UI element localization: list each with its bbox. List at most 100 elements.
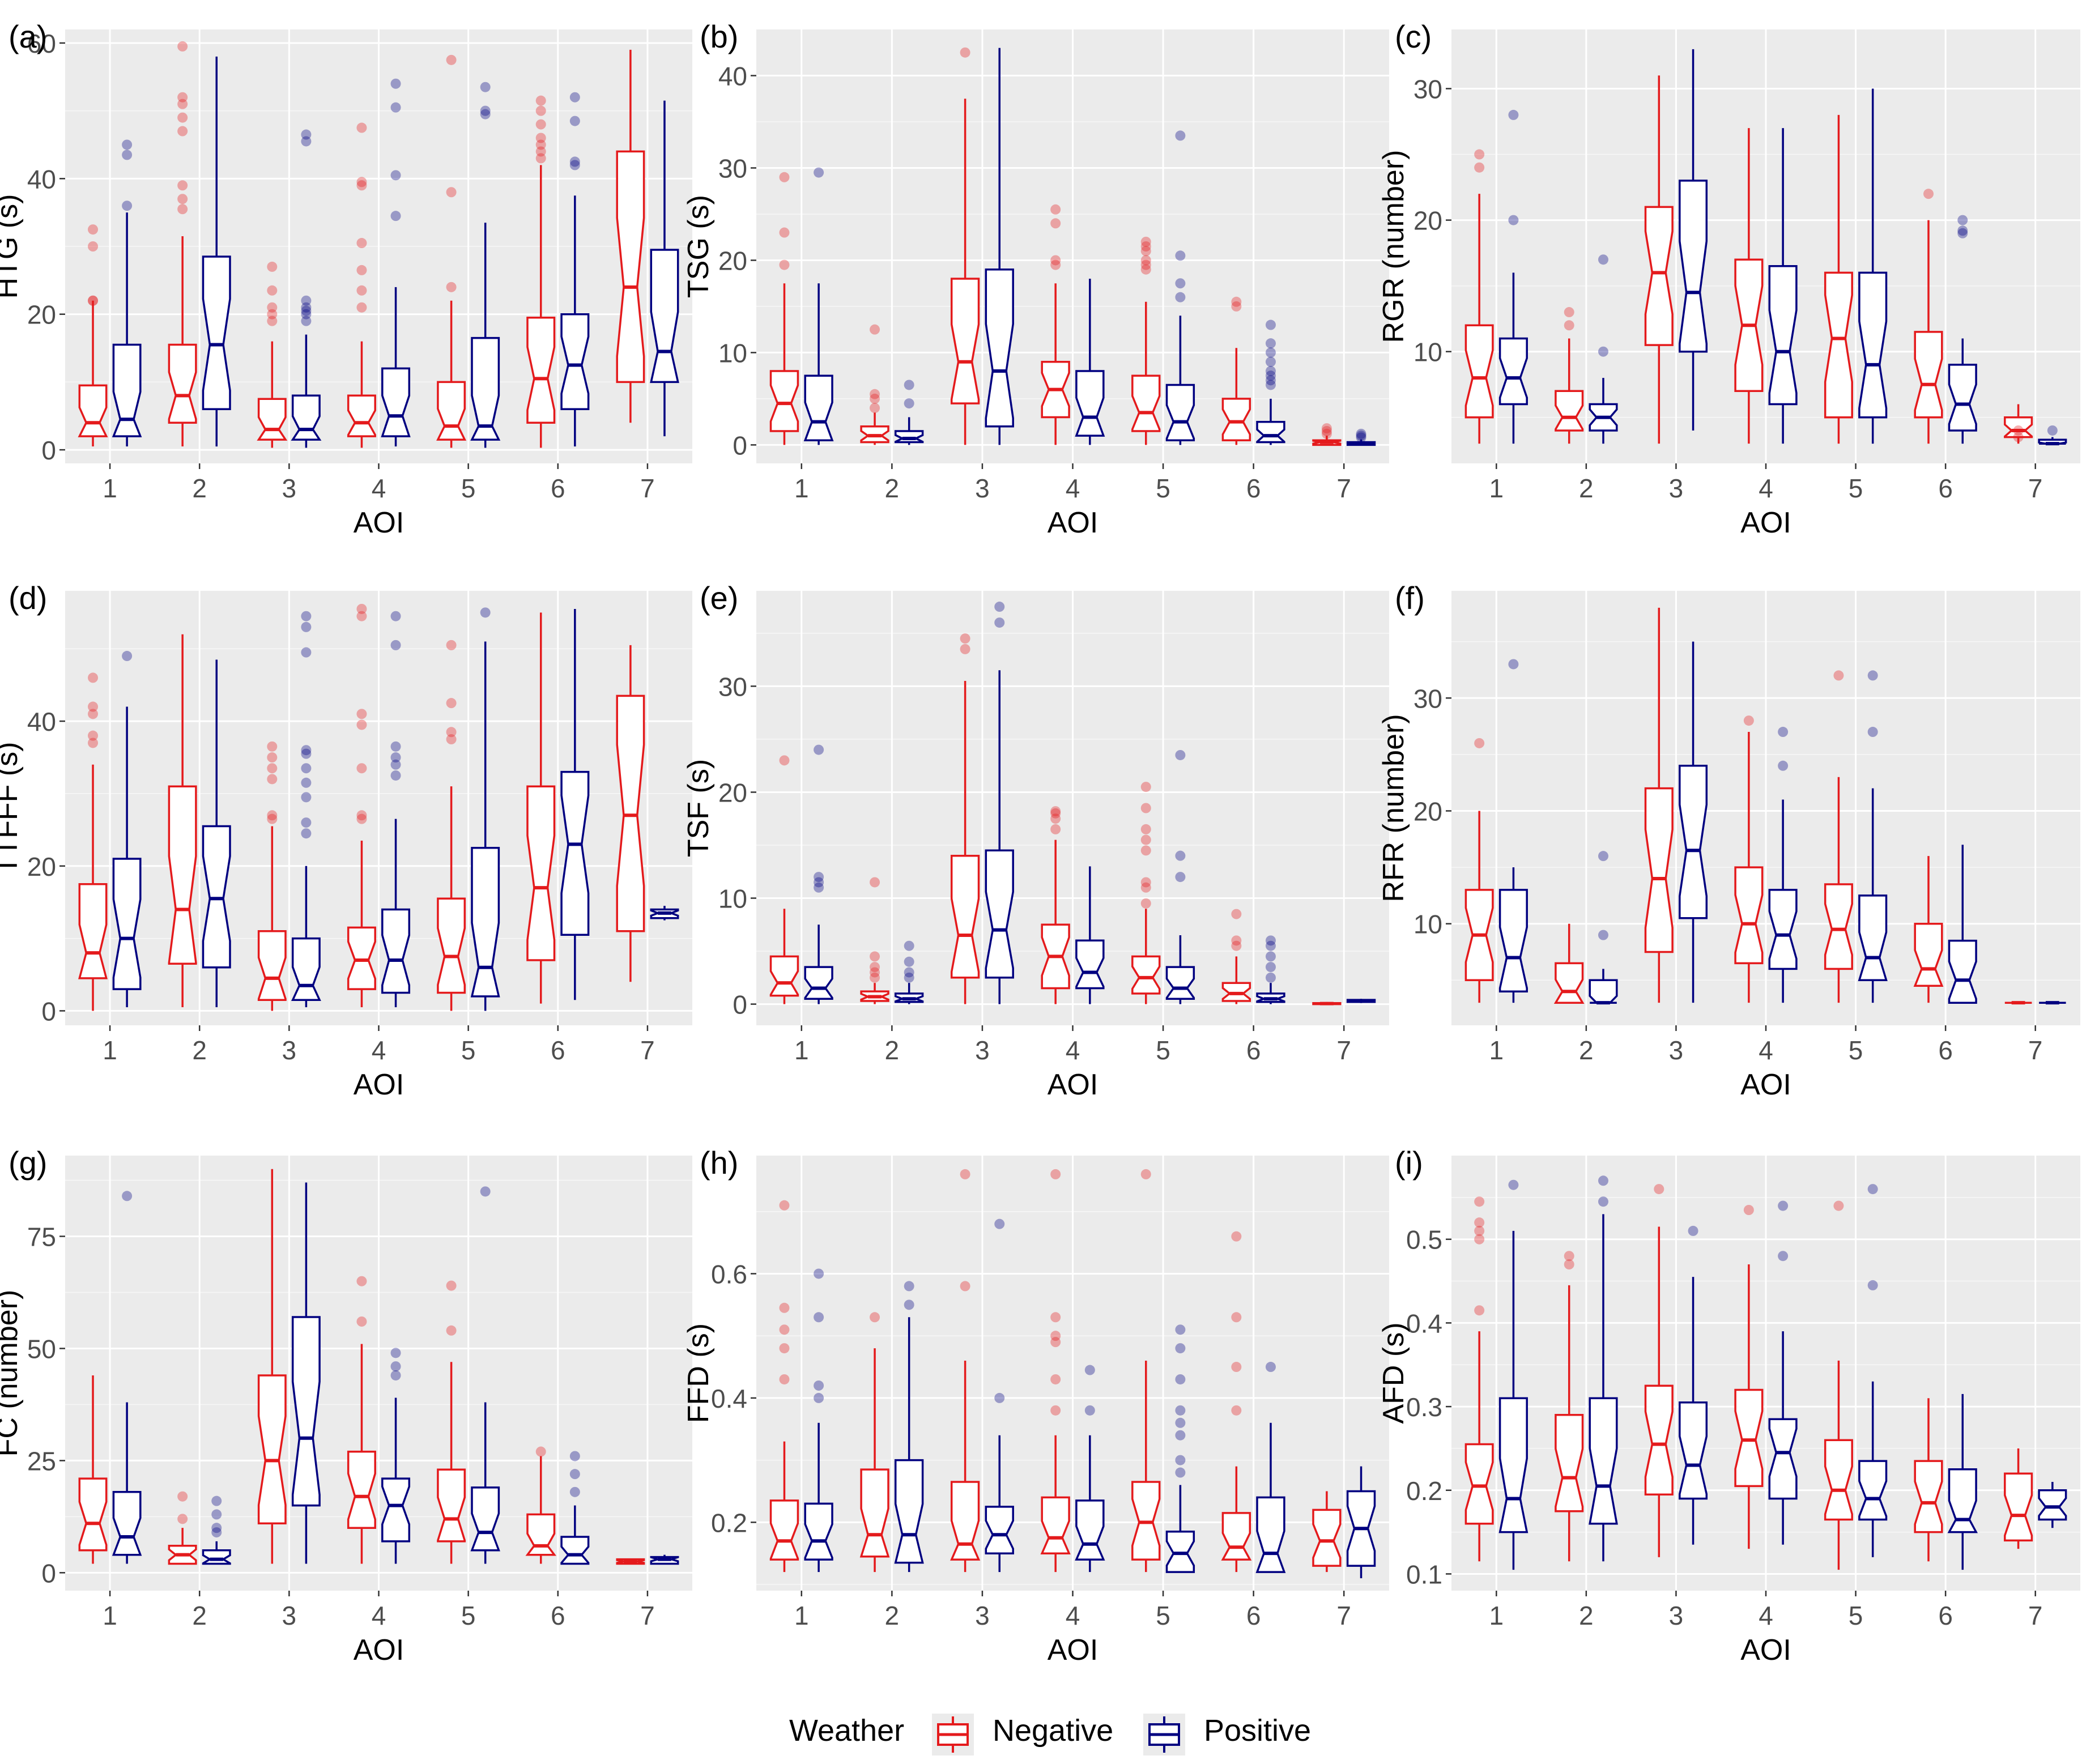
box-negative-aoi-4 <box>1041 806 1070 1004</box>
box-body <box>291 937 321 1002</box>
box-positive-aoi-6 <box>1948 215 1977 444</box>
outlier-point <box>904 1299 914 1310</box>
outlier-point <box>356 1316 367 1327</box>
outlier-point <box>88 730 99 741</box>
box-body <box>1589 1397 1618 1525</box>
y-tick-label: 75 <box>27 1222 56 1252</box>
box-body <box>1914 1460 1943 1533</box>
box-negative-aoi-7 <box>1312 1491 1342 1573</box>
x-tick-label: 1 <box>1489 1601 1504 1630</box>
outlier-point <box>1140 834 1151 845</box>
box-negative-aoi-4 <box>1734 128 1764 444</box>
outlier-point <box>356 1276 367 1286</box>
box-negative-aoi-4 <box>347 1276 376 1564</box>
box-positive-aoi-3 <box>1679 49 1708 431</box>
outlier-point <box>301 647 312 658</box>
box-negative-aoi-4 <box>1041 204 1070 445</box>
box-negative-aoi-5 <box>437 640 466 1011</box>
box-body <box>470 1486 500 1552</box>
outlier-point <box>569 92 580 103</box>
outlier-point <box>1140 898 1151 909</box>
box-negative-aoi-6 <box>1221 1231 1252 1573</box>
outlier-point <box>1140 782 1151 792</box>
outlier-point <box>122 1191 133 1201</box>
x-tick-label: 5 <box>461 474 476 503</box>
outlier-point <box>446 734 457 745</box>
outlier-point <box>1050 824 1061 834</box>
box-body <box>1221 1512 1252 1561</box>
box-negative-aoi-5 <box>1131 1169 1161 1573</box>
outlier-point <box>1356 431 1366 441</box>
x-tick-label: 4 <box>372 1036 386 1065</box>
y-tick-label: 30 <box>718 154 747 183</box>
outlier-point <box>267 316 278 326</box>
outlier-point <box>1175 130 1186 141</box>
y-tick-label: 0 <box>41 996 56 1026</box>
box-positive-aoi-5 <box>1165 130 1195 445</box>
y-tick-label: 10 <box>718 338 747 368</box>
x-tick-label: 3 <box>1669 474 1684 503</box>
outlier-point <box>1140 877 1151 888</box>
box-body <box>1824 1439 1853 1521</box>
outlier-point <box>1175 278 1186 289</box>
outlier-point <box>1231 1231 1242 1242</box>
box-negative-aoi-7 <box>1312 1002 1342 1005</box>
outlier-point <box>569 116 580 126</box>
outlier-point <box>267 774 278 785</box>
panel-e: 0 10 20 30 1 2 3 4 5 6 7 AOI TSF (s) (e) <box>682 580 1389 1101</box>
box-body <box>1824 271 1853 419</box>
outlier-point <box>356 709 367 719</box>
x-tick-label: 6 <box>1246 474 1261 503</box>
outlier-point <box>779 227 790 238</box>
box-positive-aoi-7 <box>1346 1466 1376 1579</box>
box-body <box>437 1468 466 1543</box>
outlier-point <box>814 744 824 755</box>
outlier-point <box>122 201 133 211</box>
box-negative-aoi-5 <box>1131 782 1161 1004</box>
y-tick-label: 0 <box>733 431 747 460</box>
y-tick-label: 20 <box>1413 796 1442 826</box>
x-tick-label: 7 <box>2028 1601 2043 1630</box>
box-negative-aoi-5 <box>437 1280 466 1564</box>
outlier-point <box>1050 259 1061 270</box>
box-positive-aoi-6 <box>1255 1362 1286 1573</box>
outlier-point <box>356 763 367 774</box>
box-positive-aoi-3 <box>985 1218 1014 1573</box>
box-body <box>859 1468 890 1558</box>
outlier-point <box>356 810 367 821</box>
x-tick-label: 4 <box>1066 1036 1080 1065</box>
outlier-point <box>390 170 401 181</box>
box-negative-aoi-1 <box>78 1375 108 1564</box>
box-positive-aoi-3 <box>291 129 322 448</box>
y-tick-label: 0.4 <box>1406 1309 1442 1338</box>
outlier-point <box>779 172 790 182</box>
box-positive-aoi-4 <box>381 611 411 1008</box>
outlier-point <box>1175 292 1186 302</box>
outlier-point <box>779 1200 790 1211</box>
box-negative-aoi-2 <box>1555 307 1584 444</box>
box-body <box>1858 894 1888 982</box>
box-negative-aoi-6 <box>1914 1398 1943 1562</box>
outlier-point <box>1867 1184 1878 1195</box>
box-positive-aoi-4 <box>1768 128 1798 444</box>
outlier-point <box>535 153 546 164</box>
outlier-point <box>870 951 880 962</box>
outlier-point <box>1598 851 1608 862</box>
outlier-point <box>870 967 880 978</box>
box-body <box>1913 922 1944 987</box>
y-tick-label: 10 <box>718 884 747 914</box>
outlier-point <box>301 295 312 306</box>
panel-b: 0 10 20 30 40 1 2 3 4 5 6 7 AOI TSG (s) (b) <box>682 19 1389 539</box>
x-tick-label: 2 <box>192 1036 207 1065</box>
x-tick-label: 5 <box>1156 1601 1170 1630</box>
outlier-point <box>1231 940 1242 951</box>
x-tick-label: 6 <box>1938 1036 1953 1065</box>
box-body <box>1947 1468 1978 1533</box>
outlier-point <box>267 813 278 824</box>
outlier-point <box>1743 1205 1754 1215</box>
y-tick-label: 60 <box>27 29 56 58</box>
box-positive-aoi-7 <box>650 906 679 921</box>
box-negative-aoi-2 <box>860 324 889 445</box>
outlier-point <box>1231 1362 1242 1373</box>
box-positive-aoi-7 <box>1346 999 1376 1003</box>
